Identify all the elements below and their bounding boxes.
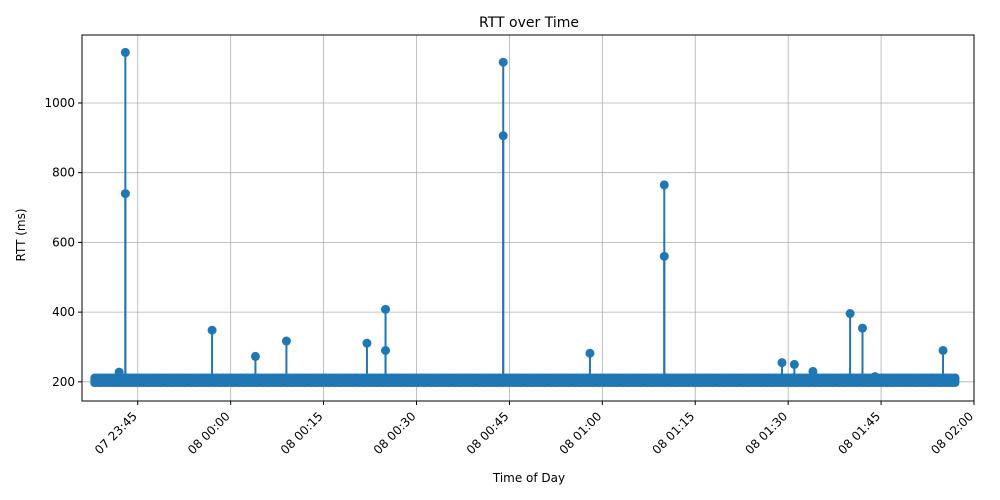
y-tick-label: 1000 [44,96,75,110]
spike-marker [207,325,217,335]
spike-marker [120,47,130,57]
spike-marker [789,359,799,369]
y-axis-label: RTT (ms) [14,208,28,261]
y-axis: 200 400 600 800 1000 [44,96,82,389]
spike-marker [362,338,372,348]
spike-marker [114,367,124,377]
spike-marker [845,309,855,319]
spike-marker [498,57,508,67]
baseline-marker [951,373,960,382]
plot-frame [81,34,975,402]
spike-marker [498,131,508,141]
spike-marker [381,304,391,314]
y-tick-label: 800 [52,166,75,180]
spike-marker [120,189,130,199]
spike-marker [870,372,880,382]
spike-marker [659,180,669,190]
spike-marker [777,358,787,368]
spike-marker [659,251,669,261]
y-tick-label: 200 [52,375,75,389]
spike-marker [808,366,818,376]
spike-marker [281,336,291,346]
spike-marker [938,345,948,355]
spike-marker [858,323,867,333]
spike-marker [250,351,260,361]
spike-marker [585,348,595,358]
chart-title: RTT over Time [479,15,579,31]
y-tick-label: 400 [52,305,75,319]
rtt-series [90,47,960,387]
x-axis-label: Time of Day [492,471,565,485]
y-tick-label: 600 [52,235,75,249]
